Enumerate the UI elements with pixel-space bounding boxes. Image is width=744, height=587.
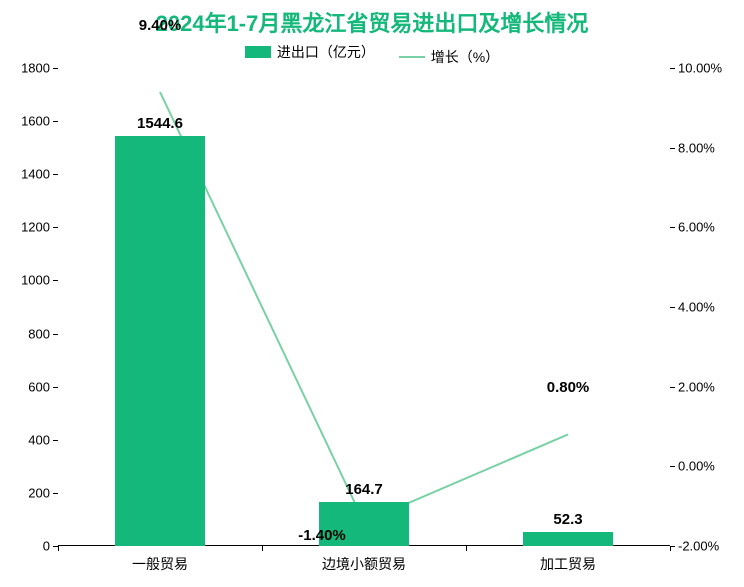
y-left-tick bbox=[53, 493, 58, 494]
y-left-tick-label: 1200 bbox=[21, 220, 50, 235]
bar bbox=[523, 532, 613, 546]
x-tick bbox=[670, 546, 671, 551]
y-left-tick bbox=[53, 174, 58, 175]
legend-bar-label: 进出口（亿元） bbox=[277, 42, 375, 62]
y-right-tick bbox=[670, 68, 675, 69]
y-right-tick-label: -2.00% bbox=[678, 539, 719, 554]
y-right-tick-label: 0.00% bbox=[678, 459, 715, 474]
y-left-tick bbox=[53, 227, 58, 228]
y-left-tick-label: 400 bbox=[28, 432, 50, 447]
x-category-label: 一般贸易 bbox=[132, 554, 188, 574]
bar bbox=[115, 136, 205, 546]
x-tick bbox=[58, 546, 59, 551]
y-right-tick bbox=[670, 227, 675, 228]
y-right-tick-label: 2.00% bbox=[678, 379, 715, 394]
y-left-tick-label: 1800 bbox=[21, 61, 50, 76]
line-value-label: 9.40% bbox=[139, 17, 182, 34]
legend-line-swatch bbox=[399, 56, 425, 58]
y-left-tick-label: 1000 bbox=[21, 273, 50, 288]
x-tick bbox=[466, 546, 467, 551]
y-left-tick bbox=[53, 280, 58, 281]
y-left-tick bbox=[53, 121, 58, 122]
y-right-tick bbox=[670, 148, 675, 149]
x-category-label: 边境小额贸易 bbox=[322, 554, 406, 574]
y-left-tick-label: 1600 bbox=[21, 114, 50, 129]
y-left-tick bbox=[53, 387, 58, 388]
growth-polyline bbox=[160, 92, 568, 522]
y-left-tick bbox=[53, 334, 58, 335]
legend-line-label: 增长（%） bbox=[431, 47, 499, 67]
y-left-tick-label: 600 bbox=[28, 379, 50, 394]
legend-line: 增长（%） bbox=[399, 47, 499, 67]
line-value-label: 0.80% bbox=[547, 379, 590, 396]
x-tick bbox=[262, 546, 263, 551]
bar-value-label: 1544.6 bbox=[137, 115, 183, 132]
bar-value-label: 52.3 bbox=[553, 511, 582, 528]
y-right-tick-label: 4.00% bbox=[678, 300, 715, 315]
y-left-tick-label: 200 bbox=[28, 485, 50, 500]
y-right-tick-label: 8.00% bbox=[678, 140, 715, 155]
plot-area: 020040060080010001200140016001800-2.00%0… bbox=[58, 68, 670, 546]
legend: 进出口（亿元） 增长（%） bbox=[0, 42, 744, 67]
legend-bar: 进出口（亿元） bbox=[245, 42, 375, 62]
y-left-tick-label: 0 bbox=[43, 539, 50, 554]
bar-value-label: 164.7 bbox=[345, 481, 383, 498]
y-right-tick-label: 10.00% bbox=[678, 61, 722, 76]
y-left-tick-label: 800 bbox=[28, 326, 50, 341]
legend-bar-swatch bbox=[245, 46, 271, 58]
y-left-tick bbox=[53, 440, 58, 441]
line-value-label: -1.40% bbox=[298, 527, 346, 544]
y-right-tick bbox=[670, 387, 675, 388]
y-right-tick-label: 6.00% bbox=[678, 220, 715, 235]
y-left-tick bbox=[53, 68, 58, 69]
chart-title: 2024年1-7月黑龙江省贸易进出口及增长情况 bbox=[0, 6, 744, 38]
x-category-label: 加工贸易 bbox=[540, 554, 596, 574]
y-right-tick bbox=[670, 466, 675, 467]
y-right-tick bbox=[670, 307, 675, 308]
y-left-tick-label: 1400 bbox=[21, 167, 50, 182]
